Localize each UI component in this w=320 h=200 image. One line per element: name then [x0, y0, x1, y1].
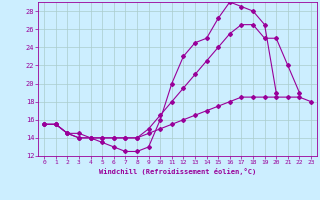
X-axis label: Windchill (Refroidissement éolien,°C): Windchill (Refroidissement éolien,°C) [99, 168, 256, 175]
